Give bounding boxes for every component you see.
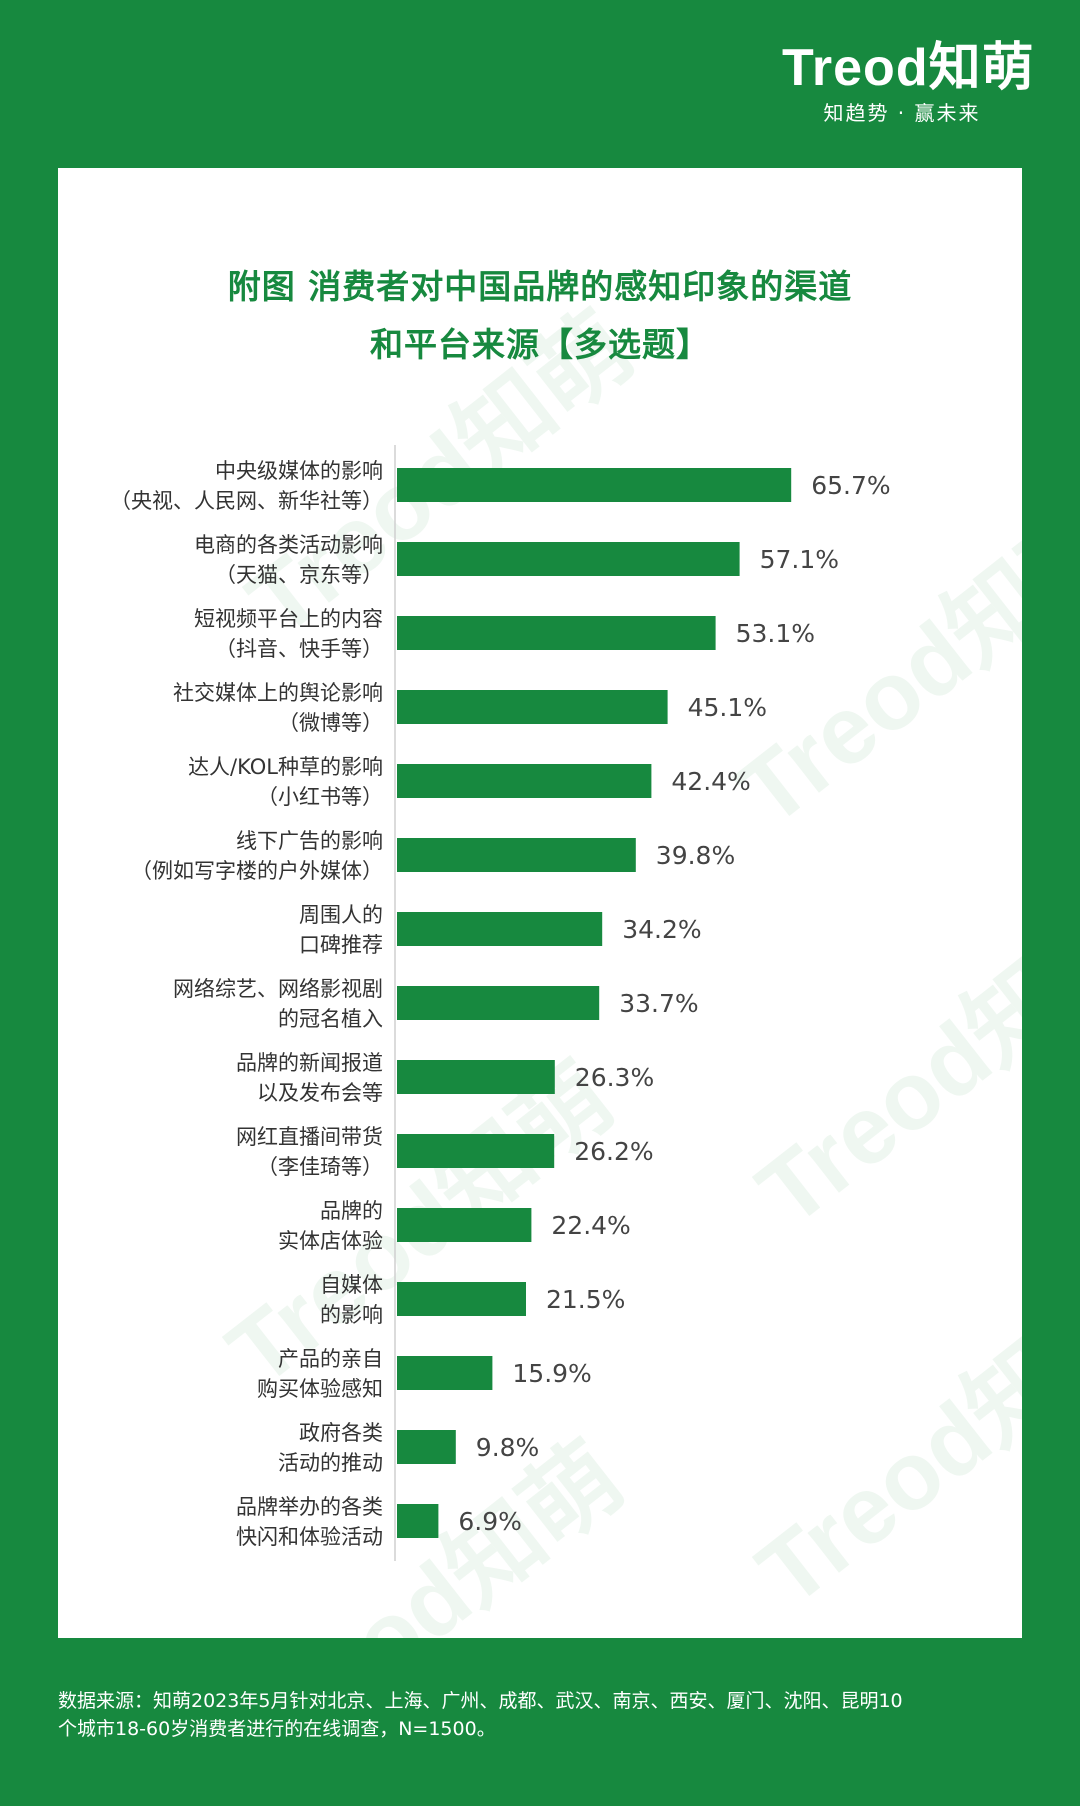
category-label: 周围人的 [299, 903, 383, 927]
brand-logo: Treod知萌 知趋势 · 赢未来 [782, 38, 1035, 128]
category-label: 实体店体验 [278, 1229, 383, 1253]
category-label: 口碑推荐 [299, 933, 383, 957]
category-label: 网络综艺、网络影视剧 [173, 977, 383, 1001]
category-label: 短视频平台上的内容 [194, 607, 383, 631]
category-label: 线下广告的影响 [236, 829, 383, 853]
bar-value-label: 26.2% [574, 1137, 653, 1166]
bar [397, 838, 636, 872]
category-label: 快闪和体验活动 [236, 1525, 383, 1549]
bar-value-label: 39.8% [656, 841, 735, 870]
bar-value-label: 21.5% [546, 1285, 625, 1314]
bar-chart: 65.7% 中央级媒体的影响 （央视、人民网、新华社等） 57.1% 电商的各类活动影响… [110, 445, 891, 1561]
category-label: 以及发布会等 [257, 1081, 383, 1105]
category-label: 电商的各类活动影响 [194, 533, 383, 557]
bar [397, 468, 792, 502]
category-label: 社交媒体上的舆论影响 [173, 681, 383, 705]
bar-value-label: 6.9% [458, 1507, 522, 1536]
category-label: （天猫、京东等） [215, 563, 383, 587]
data-source-line-1: 数据来源：知萌2023年5月针对北京、上海、广州、成都、武汉、南京、西安、厦门、… [58, 1690, 903, 1712]
category-label: 达人/KOL种草的影响 [188, 755, 383, 779]
bar-value-label: 57.1% [760, 545, 839, 574]
bar [397, 1430, 456, 1464]
category-label: （小红书等） [257, 785, 383, 809]
chart-card: Treod知萌 Treod知萌 Treod知萌 Treod知萌 Treod知萌 … [58, 168, 1022, 1638]
category-label: 的冠名植入 [278, 1007, 383, 1031]
category-label: 中央级媒体的影响 [215, 459, 383, 483]
chart-title-line-1: 附图 消费者对中国品牌的感知印象的渠道 [227, 267, 853, 306]
category-label: （例如写字楼的户外媒体） [131, 859, 383, 883]
category-label: 品牌的新闻报道 [236, 1051, 383, 1075]
category-label: 品牌的 [320, 1199, 383, 1223]
bar-value-label: 53.1% [736, 619, 815, 648]
bar [397, 1282, 526, 1316]
bar-value-label: 65.7% [811, 471, 890, 500]
data-source-line-2: 个城市18-60岁消费者进行的在线调查，N=1500。 [58, 1718, 496, 1740]
bar [397, 1060, 555, 1094]
category-label: 购买体验感知 [257, 1377, 383, 1401]
bar-value-label: 45.1% [688, 693, 767, 722]
bar [397, 690, 668, 724]
category-label: 品牌举办的各类 [236, 1495, 383, 1519]
bar-value-label: 15.9% [512, 1359, 591, 1388]
bar-value-label: 34.2% [622, 915, 701, 944]
data-source-note: 数据来源：知萌2023年5月针对北京、上海、广州、成都、武汉、南京、西安、厦门、… [58, 1687, 1028, 1743]
logo-tagline: 知趋势 · 赢未来 [823, 101, 981, 125]
bar-value-label: 22.4% [551, 1211, 630, 1240]
bar-value-label: 42.4% [671, 767, 750, 796]
category-label: 活动的推动 [278, 1451, 383, 1475]
bar-value-label: 33.7% [619, 989, 698, 1018]
category-label: （李佳琦等） [257, 1155, 383, 1179]
bar [397, 542, 740, 576]
category-label: （央视、人民网、新华社等） [110, 489, 383, 513]
category-label: 的影响 [320, 1303, 383, 1327]
category-label: 政府各类 [299, 1421, 383, 1445]
bar [397, 1208, 532, 1242]
bar-value-label: 26.3% [575, 1063, 654, 1092]
category-label: （抖音、快手等） [215, 637, 383, 661]
bar [397, 986, 600, 1020]
bar [397, 1356, 493, 1390]
bar [397, 616, 716, 650]
category-label: （微博等） [278, 711, 383, 735]
bar [397, 764, 652, 798]
category-label: 自媒体 [320, 1273, 383, 1297]
logo-wordmark: Treod知萌 [782, 39, 1035, 97]
bar [397, 912, 603, 946]
chart-title-line-2: 和平台来源【多选题】 [370, 325, 710, 364]
bar [397, 1504, 439, 1538]
bar [397, 1134, 555, 1168]
bar-value-label: 9.8% [476, 1433, 540, 1462]
category-label: 网红直播间带货 [236, 1125, 383, 1149]
category-label: 产品的亲自 [278, 1347, 383, 1371]
